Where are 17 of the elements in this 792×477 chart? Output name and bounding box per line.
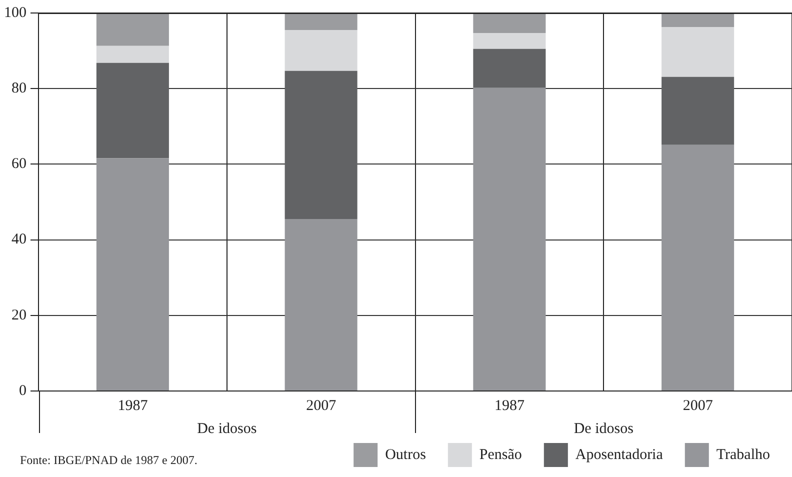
x-tick-label: 2007 — [682, 398, 714, 414]
y-tick-label: 100 — [4, 4, 26, 21]
x-tick-label: 2007 — [306, 398, 337, 414]
y-tick-label: 20 — [12, 307, 26, 324]
y-tick-label: 80 — [12, 80, 26, 97]
legend-label: Outros — [385, 446, 426, 463]
x-tick-label: 1987 — [494, 398, 525, 414]
legend-label: Aposentadoria — [575, 446, 664, 463]
text: De idosos — [197, 420, 257, 437]
y-tick-label: 0 — [19, 382, 26, 399]
legend-label: Trabalho — [716, 446, 770, 463]
source-note: Fonte: IBGE/PNAD de 1987 e 2007. — [20, 453, 198, 468]
legend-label: Pensão — [479, 446, 522, 463]
y-tick-label: 60 — [12, 156, 26, 172]
x-tick-label: 1987 — [118, 398, 148, 414]
text: De idosos — [574, 420, 634, 437]
y-tick-label: 40 — [12, 232, 26, 248]
